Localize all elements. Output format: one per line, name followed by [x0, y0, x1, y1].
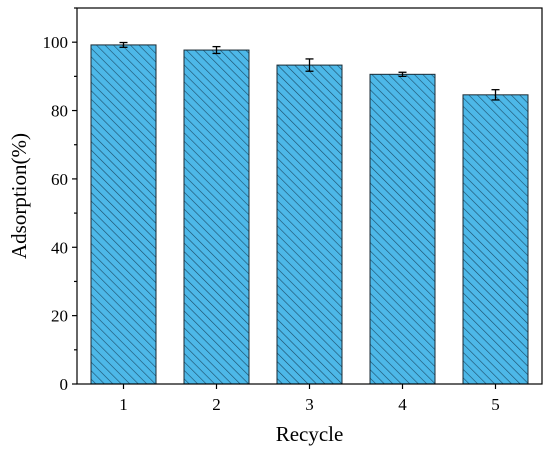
y-axis-ticks: 0 20 40 60 80 100	[43, 7, 77, 394]
bar-3	[276, 64, 343, 385]
error-bar-2	[212, 45, 221, 55]
bar-1	[90, 44, 157, 385]
error-bar-1	[119, 41, 128, 48]
bars-layer	[90, 44, 529, 385]
error-bar-5	[491, 89, 500, 101]
bar-2	[183, 49, 250, 385]
error-bars-layer	[119, 41, 500, 101]
x-tick-label-2: 2	[212, 395, 221, 414]
x-tick-label-1: 1	[119, 395, 128, 414]
y-tick-label-60: 60	[51, 170, 68, 189]
y-tick-label-20: 20	[51, 307, 68, 326]
y-tick-label-0: 0	[60, 375, 69, 394]
bar-5	[462, 94, 529, 385]
error-bar-4	[398, 71, 407, 78]
x-tick-label-3: 3	[305, 395, 314, 414]
x-axis-ticks: 1 2 3 4 5	[119, 384, 500, 414]
x-tick-label-5: 5	[491, 395, 500, 414]
y-tick-label-100: 100	[43, 33, 69, 52]
y-tick-label-80: 80	[51, 102, 68, 121]
x-tick-label-4: 4	[398, 395, 407, 414]
bar-4	[369, 73, 436, 385]
y-axis-title: Adsorption(%)	[7, 133, 31, 259]
y-tick-label-40: 40	[51, 238, 68, 257]
x-axis-title: Recycle	[276, 422, 344, 446]
error-bar-3	[305, 58, 314, 72]
